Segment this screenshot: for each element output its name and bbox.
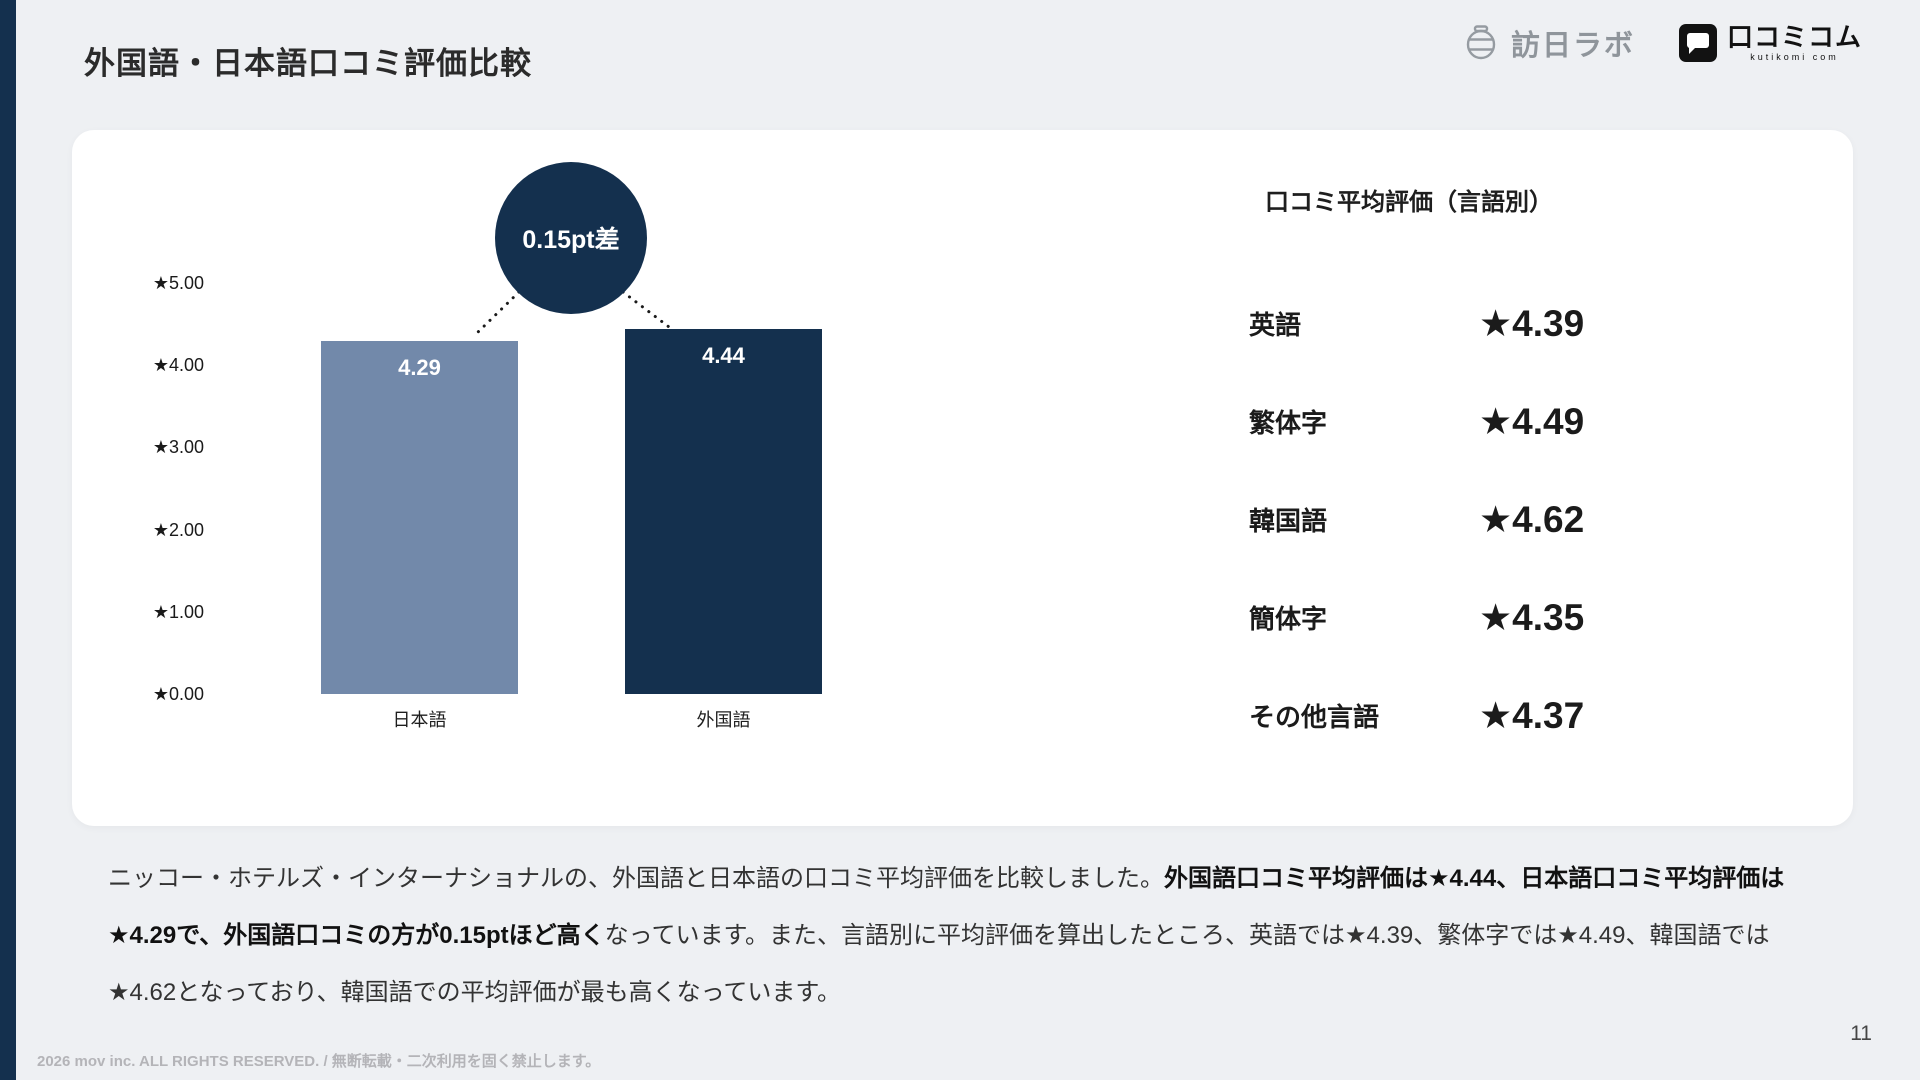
y-axis-tick: ★4.00	[152, 355, 204, 376]
speech-bubble-tail	[1688, 47, 1696, 54]
language-rating-row: 繁体字 ★4.49	[1249, 372, 1749, 470]
bar-plot: 4.29 日本語 4.44 外国語	[72, 130, 1853, 826]
kutikomi-logo-text-block: 口コミコム kutikomi com	[1727, 24, 1862, 62]
language-rating-row: 韓国語 ★4.62	[1249, 470, 1749, 568]
bar-value-label: 4.44	[702, 343, 745, 369]
language-ratings-panel: 口コミ平均評価（言語別） 英語 ★4.39 繁体字 ★4.49 韓国語 ★4.62 簡体字 ★…	[1249, 188, 1749, 764]
speech-bubble-icon	[1678, 24, 1717, 62]
language-rating-rows: 英語 ★4.39 繁体字 ★4.49 韓国語 ★4.62 簡体字 ★4.35 その他言語 ★4.3…	[1249, 274, 1749, 764]
y-axis-tick: ★5.00	[152, 273, 204, 293]
language-rating-value: ★4.62	[1479, 498, 1585, 540]
language-rating-row: 英語 ★4.39	[1249, 274, 1749, 372]
language-label: 韓国語	[1249, 505, 1328, 536]
summary-text-bold: 外国語口コミ平均評価は★4.44、日本語口コミ平均評価は★4.29で、外国語口コ…	[108, 865, 1785, 949]
copyright-footer: 2026 mov inc. ALL RIGHTS RESERVED. / 無断転…	[37, 1053, 601, 1070]
lantern-icon	[1466, 25, 1496, 60]
kutikomi-logo: 口コミコム kutikomi com	[1678, 24, 1862, 62]
summary-text-1: ニッコー・ホテルズ・インターナショナルの、外国語と日本語の口コミ平均評価を比較し…	[108, 865, 1164, 892]
bar-外国語: 4.44	[625, 329, 822, 694]
difference-badge: 0.15pt差	[495, 162, 647, 314]
bar-value-label: 4.29	[398, 355, 441, 381]
language-rating-value: ★4.35	[1479, 596, 1585, 638]
language-rating-value: ★4.39	[1479, 302, 1585, 344]
difference-badge-label: 0.15pt差	[522, 226, 620, 254]
y-axis-tick: ★3.00	[152, 437, 204, 458]
left-accent-strip	[0, 0, 16, 1080]
language-label: 繁体字	[1249, 407, 1328, 438]
honichi-lab-logo: 訪日ラボ	[1461, 22, 1635, 64]
kutikomi-logo-text: 口コミコム	[1726, 22, 1862, 52]
y-axis-tick: ★2.00	[152, 519, 204, 540]
y-axis-tick: ★0.00	[152, 684, 204, 704]
language-rating-row: 簡体字 ★4.35	[1249, 568, 1749, 666]
language-label: 英語	[1249, 309, 1302, 340]
language-rating-row: その他言語 ★4.37	[1249, 666, 1749, 764]
summary-text-2: なっています。また、言語別に平均評価を算出したところ、英語では★4.39、繁体字…	[108, 922, 1770, 1006]
y-axis-tick: ★1.00	[152, 601, 204, 622]
summary-paragraph: ニッコー・ホテルズ・インターナショナルの、外国語と日本語の口コミ平均評価を比較し…	[108, 850, 1832, 1021]
bar-category-label: 日本語	[392, 710, 447, 730]
language-label: 簡体字	[1249, 603, 1328, 634]
header-logos: 訪日ラボ 口コミコム kutikomi com	[1461, 22, 1862, 64]
bar-日本語: 4.29	[321, 341, 518, 694]
language-rating-value: ★4.37	[1479, 694, 1585, 736]
page-number: 11	[1850, 1022, 1872, 1045]
page-title: 外国語・日本語口コミ評価比較	[84, 46, 532, 81]
speech-bubble-body	[1686, 33, 1709, 48]
content-card: 0.15pt差 ★5.00 ★4.00 ★3.00 ★2.00 ★1.00 ★0.00 4…	[72, 130, 1853, 826]
bar-category-label: 外国語	[696, 710, 751, 730]
language-label: その他言語	[1249, 701, 1380, 732]
language-rating-value: ★4.49	[1479, 400, 1585, 442]
honichi-lab-logo-text: 訪日ラボ	[1510, 30, 1635, 62]
kutikomi-logo-subtext: kutikomi com	[1750, 52, 1839, 62]
y-axis: ★5.00 ★4.00 ★3.00 ★2.00 ★1.00 ★0.00	[72, 130, 204, 826]
language-ratings-title: 口コミ平均評価（言語別）	[1265, 189, 1553, 216]
